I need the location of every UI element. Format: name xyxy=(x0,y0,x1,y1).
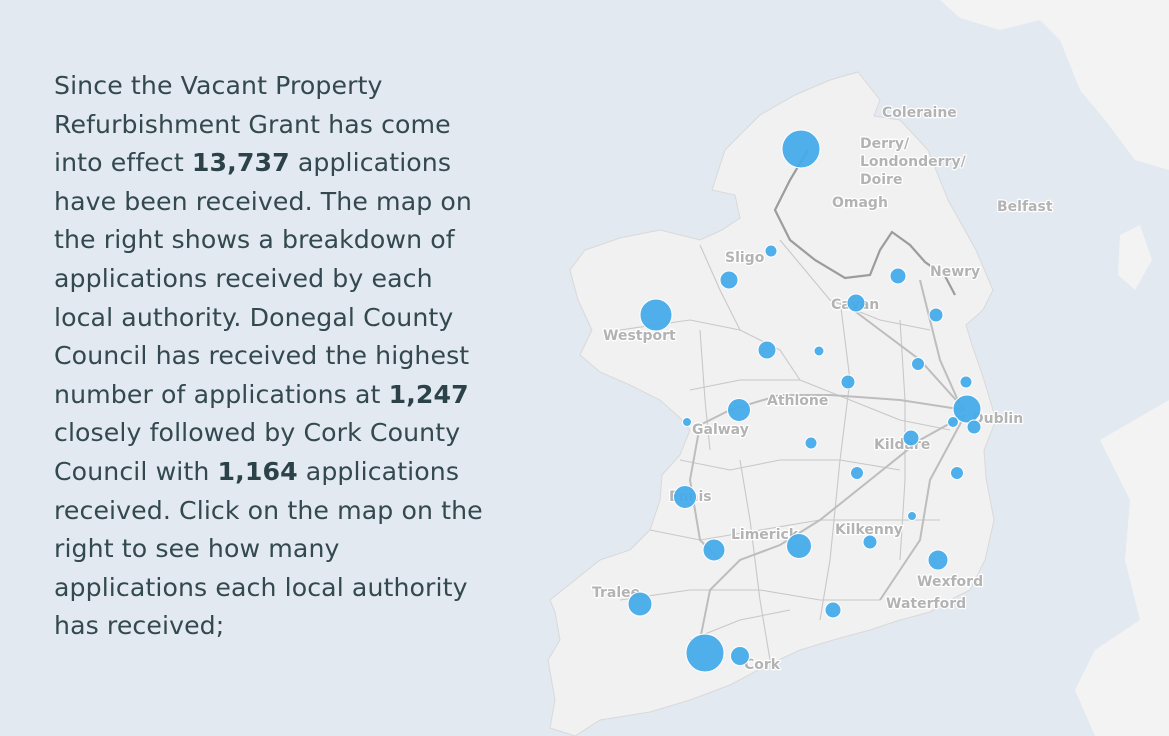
bubble-roscommon[interactable] xyxy=(757,340,777,360)
label-limerick: Limerick xyxy=(731,527,799,543)
bubble-westmeath[interactable] xyxy=(840,374,856,390)
label-newry: Newry xyxy=(930,264,980,280)
bubble-longford[interactable] xyxy=(813,345,825,357)
bubble-fingal[interactable] xyxy=(959,375,973,389)
bubble-tipperary[interactable] xyxy=(786,533,812,559)
label-dublin: Dublin xyxy=(972,411,1023,427)
bubble-limerick[interactable] xyxy=(702,538,726,562)
land-ireland xyxy=(547,71,997,736)
label-athlone: Athlone xyxy=(767,393,828,409)
bubble-offaly[interactable] xyxy=(804,436,818,450)
bubble-cavan[interactable] xyxy=(846,293,866,313)
bubble-kilkenny[interactable] xyxy=(907,511,917,521)
land-scotland-isle xyxy=(1118,225,1152,290)
bubble-monaghan[interactable] xyxy=(889,267,907,285)
intro-part-3: closely followed by Cork County Council … xyxy=(54,418,461,486)
second-applications: 1,164 xyxy=(217,456,298,486)
bubble-donegal[interactable] xyxy=(781,129,821,169)
border-ni xyxy=(773,149,956,296)
roads xyxy=(688,279,966,641)
label-tralee: Tralee xyxy=(592,585,640,601)
label-omagh: Omagh xyxy=(832,195,888,211)
bubble-galway-city[interactable] xyxy=(682,417,692,427)
bubble-kerry[interactable] xyxy=(627,591,653,617)
bubble-wicklow[interactable] xyxy=(950,466,964,480)
label-londonderry: Londonderry/ xyxy=(860,154,967,170)
highest-applications: 1,247 xyxy=(388,379,469,409)
bubble-galway-county[interactable] xyxy=(727,398,751,422)
intro-part-4: applications received. Click on the map … xyxy=(54,456,483,641)
place-labels: Coleraine Derry/ Londonderry/ Doire Omag… xyxy=(591,104,1054,674)
label-cork: Cork xyxy=(744,657,781,673)
bubble-dublin-city[interactable] xyxy=(952,394,982,424)
label-waterford: Waterford xyxy=(886,596,966,612)
bubble-leitrim[interactable] xyxy=(764,244,778,258)
bubble-dun-laoghaire[interactable] xyxy=(966,419,982,435)
label-coleraine: Coleraine xyxy=(882,105,957,121)
bubble-sligo[interactable] xyxy=(719,270,739,290)
total-applications: 13,737 xyxy=(191,148,290,178)
bubble-louth[interactable] xyxy=(928,307,944,323)
application-bubbles[interactable] xyxy=(627,129,982,673)
land-wales xyxy=(1075,400,1169,736)
label-doire: Doire xyxy=(860,172,902,188)
label-kilkenny: Kilkenny xyxy=(835,522,903,538)
land-scotland xyxy=(940,0,1169,170)
label-sligo: Sligo xyxy=(725,250,765,266)
bubble-kildare[interactable] xyxy=(902,429,920,447)
label-wexford: Wexford xyxy=(917,574,983,590)
bubble-cork-city[interactable] xyxy=(730,646,750,666)
bubble-waterford[interactable] xyxy=(824,601,842,619)
label-kildare: Kildare xyxy=(874,437,930,453)
bubble-clare[interactable] xyxy=(673,485,697,509)
label-derry: Derry/ xyxy=(860,136,910,152)
intro-text: Since the Vacant Property Refurbishment … xyxy=(54,67,494,646)
label-belfast: Belfast xyxy=(997,199,1053,215)
intro-part-1: Since the Vacant Property Refurbishment … xyxy=(54,71,451,178)
bubble-meath[interactable] xyxy=(911,357,925,371)
bubble-south-dublin[interactable] xyxy=(947,416,959,428)
bubble-carlow[interactable] xyxy=(862,534,878,550)
bubble-cork-county[interactable] xyxy=(685,633,725,673)
intro-part-2: applications have been received. The map… xyxy=(54,148,472,409)
label-galway: Galway xyxy=(692,422,749,438)
bubble-mayo[interactable] xyxy=(639,298,673,332)
label-westport: Westport xyxy=(603,328,676,344)
bubble-wexford[interactable] xyxy=(927,549,949,571)
bubble-laois[interactable] xyxy=(850,466,864,480)
